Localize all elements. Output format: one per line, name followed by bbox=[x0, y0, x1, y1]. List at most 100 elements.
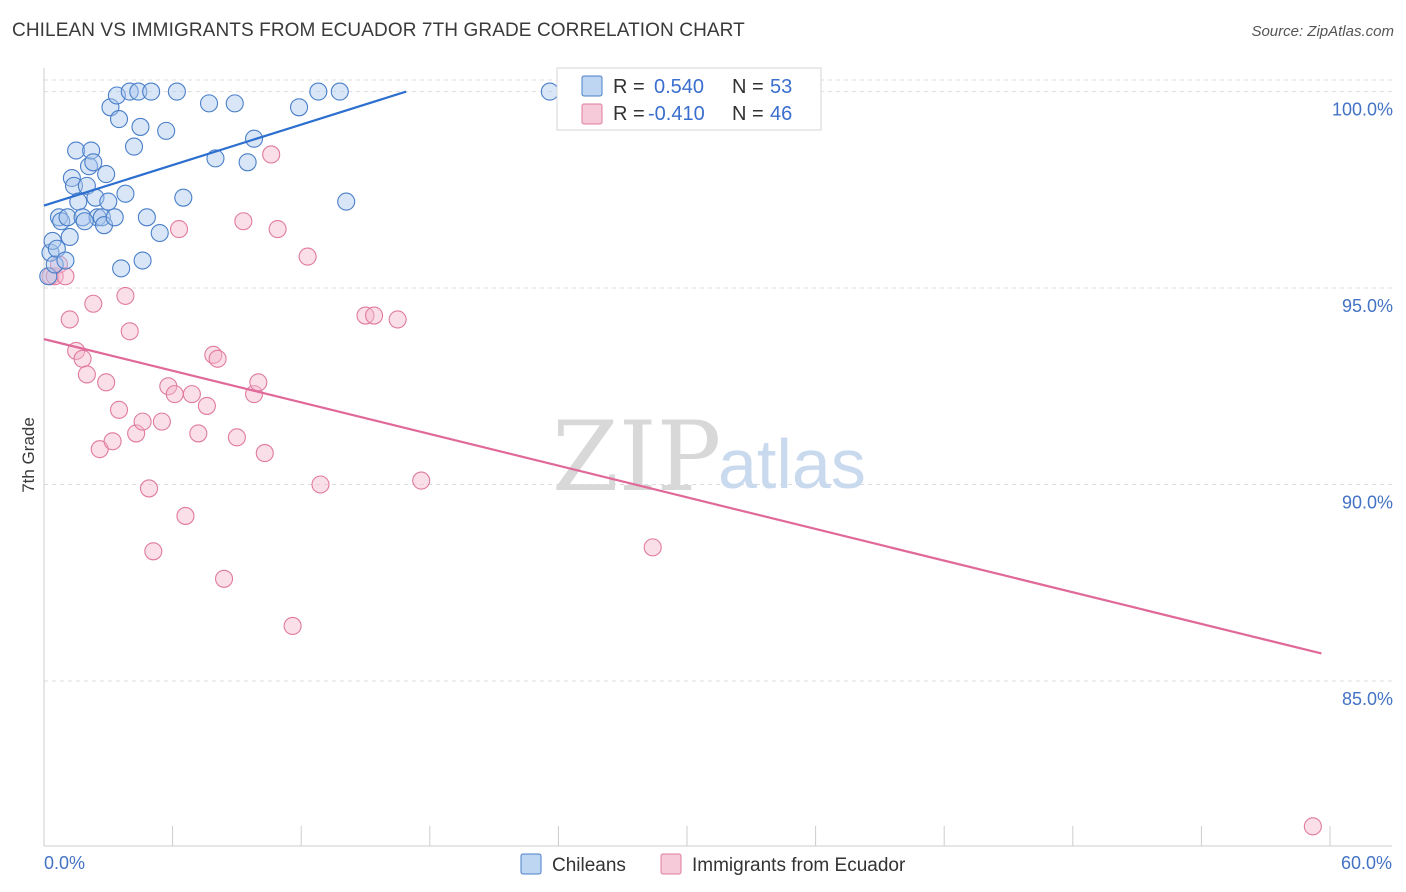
ecuador-data-point bbox=[388, 310, 407, 329]
chileans-data-point bbox=[97, 165, 116, 184]
chileans-trend-line bbox=[43, 90, 407, 207]
legend-n-value-2: 46 bbox=[770, 103, 792, 125]
chileans-data-point bbox=[330, 82, 349, 101]
watermark-zip: ZIP bbox=[552, 401, 721, 513]
x-axis-ticks bbox=[43, 826, 1331, 846]
x-tick-label-max: 60.0% bbox=[1341, 853, 1392, 873]
ecuador-data-point bbox=[60, 310, 79, 329]
ecuador-data-point bbox=[176, 506, 195, 525]
chileans-data-point bbox=[82, 141, 101, 160]
legend-n-value-1: 53 bbox=[770, 76, 792, 98]
bottom-legend-label-ecuador: Immigrants from Ecuador bbox=[692, 855, 906, 876]
ecuador-data-point bbox=[84, 294, 103, 313]
ecuador-trend-line bbox=[43, 338, 1322, 655]
bottom-legend-label-chileans: Chileans bbox=[552, 855, 626, 876]
ecuador-data-point bbox=[103, 432, 122, 451]
ecuador-data-point bbox=[97, 373, 116, 392]
chileans-data-point bbox=[337, 192, 356, 211]
chileans-data-point bbox=[84, 153, 103, 172]
chileans-data-point bbox=[238, 153, 257, 172]
chileans-data-point bbox=[109, 110, 129, 129]
bottom-legend-swatch-chileans bbox=[520, 853, 542, 875]
ecuador-data-point bbox=[365, 306, 384, 325]
ecuador-data-point bbox=[182, 385, 201, 404]
chileans-data-point bbox=[45, 255, 64, 274]
chart-source: Source: ZipAtlas.com bbox=[1251, 23, 1394, 40]
chileans-data-point bbox=[137, 208, 156, 227]
chileans-data-point bbox=[225, 94, 244, 113]
chileans-data-point bbox=[105, 208, 124, 227]
y-tick-label: 85.0% bbox=[1342, 689, 1393, 709]
ecuador-data-point bbox=[262, 145, 281, 164]
chileans-data-point bbox=[309, 82, 328, 101]
stats-legend: R = 0.540 N = 53 R = -0.410 N = 46 bbox=[556, 67, 822, 131]
ecuador-data-point bbox=[109, 400, 129, 419]
chileans-data-point bbox=[150, 223, 169, 243]
bottom-legend-swatch-ecuador bbox=[660, 853, 682, 875]
chileans-data-point bbox=[131, 117, 150, 136]
chileans-data-point bbox=[39, 267, 58, 286]
ecuador-data-point bbox=[144, 542, 163, 561]
ecuador-data-point bbox=[412, 471, 431, 490]
ecuador-data-point bbox=[234, 212, 253, 231]
chileans-data-point bbox=[157, 121, 176, 140]
chileans-data-point bbox=[167, 82, 186, 101]
ecuador-data-point bbox=[169, 220, 189, 239]
legend-swatch-ecuador bbox=[581, 103, 603, 125]
ecuador-data-point bbox=[249, 373, 268, 392]
watermark-atlas: atlas bbox=[718, 425, 866, 503]
chileans-data-point bbox=[174, 188, 193, 207]
ecuador-data-point bbox=[127, 424, 146, 443]
ecuador-data-point bbox=[133, 412, 152, 431]
ecuador-data-point bbox=[197, 396, 216, 415]
legend-r-value-2: -0.410 bbox=[648, 103, 705, 125]
y-tick-label: 100.0% bbox=[1332, 100, 1393, 120]
ecuador-data-point bbox=[1303, 817, 1322, 836]
chileans-data-point bbox=[129, 82, 148, 101]
y-tick-labels: 85.0% 90.0% 95.0% 100.0% bbox=[1332, 100, 1393, 709]
chileans-data-point bbox=[133, 251, 152, 270]
chileans-data-point bbox=[206, 149, 225, 168]
ecuador-data-point bbox=[298, 247, 317, 266]
ecuador-data-point bbox=[643, 538, 662, 557]
chileans-data-point bbox=[142, 82, 161, 101]
ecuador-data-point bbox=[255, 444, 274, 463]
legend-n-label-1: N = bbox=[732, 76, 764, 98]
ecuador-data-point bbox=[268, 220, 287, 239]
ecuador-data-point bbox=[214, 569, 234, 588]
chileans-data-point bbox=[56, 251, 75, 270]
chileans-data-point bbox=[112, 259, 131, 278]
ecuador-data-point bbox=[227, 428, 246, 447]
ecuador-data-point bbox=[120, 322, 139, 341]
ecuador-data-point bbox=[73, 349, 92, 368]
chileans-data-point bbox=[540, 82, 559, 101]
legend-n-label-2: N = bbox=[732, 103, 764, 125]
chileans-data-point bbox=[290, 98, 309, 117]
ecuador-data-point bbox=[311, 475, 330, 494]
ecuador-data-point bbox=[139, 479, 159, 498]
chileans-data-point bbox=[60, 227, 79, 247]
ecuador-data-point bbox=[152, 412, 171, 431]
legend-r-value-1: 0.540 bbox=[654, 76, 704, 98]
ecuador-data-point bbox=[77, 365, 96, 384]
ecuador-data-point bbox=[165, 385, 184, 404]
legend-r-label-1: R = bbox=[613, 76, 645, 98]
chileans-data-point bbox=[58, 208, 77, 227]
series-chileans-points bbox=[39, 82, 559, 286]
ecuador-data-point bbox=[116, 286, 135, 305]
series-legend: Chileans Immigrants from Ecuador bbox=[520, 853, 906, 876]
chart-title: CHILEAN VS IMMIGRANTS FROM ECUADOR 7TH G… bbox=[12, 20, 745, 41]
x-tick-label-min: 0.0% bbox=[44, 853, 85, 873]
chileans-data-point bbox=[124, 137, 144, 156]
y-tick-label: 90.0% bbox=[1342, 493, 1393, 513]
chileans-data-point bbox=[116, 184, 135, 203]
legend-r-label-2: R = bbox=[613, 103, 645, 125]
chileans-data-point bbox=[67, 141, 86, 160]
ecuador-data-point bbox=[208, 349, 227, 368]
chileans-data-point bbox=[75, 212, 94, 231]
chileans-data-point bbox=[99, 192, 118, 211]
ecuador-data-point bbox=[189, 424, 208, 443]
chileans-data-point bbox=[199, 94, 219, 113]
legend-swatch-chileans bbox=[581, 75, 603, 97]
